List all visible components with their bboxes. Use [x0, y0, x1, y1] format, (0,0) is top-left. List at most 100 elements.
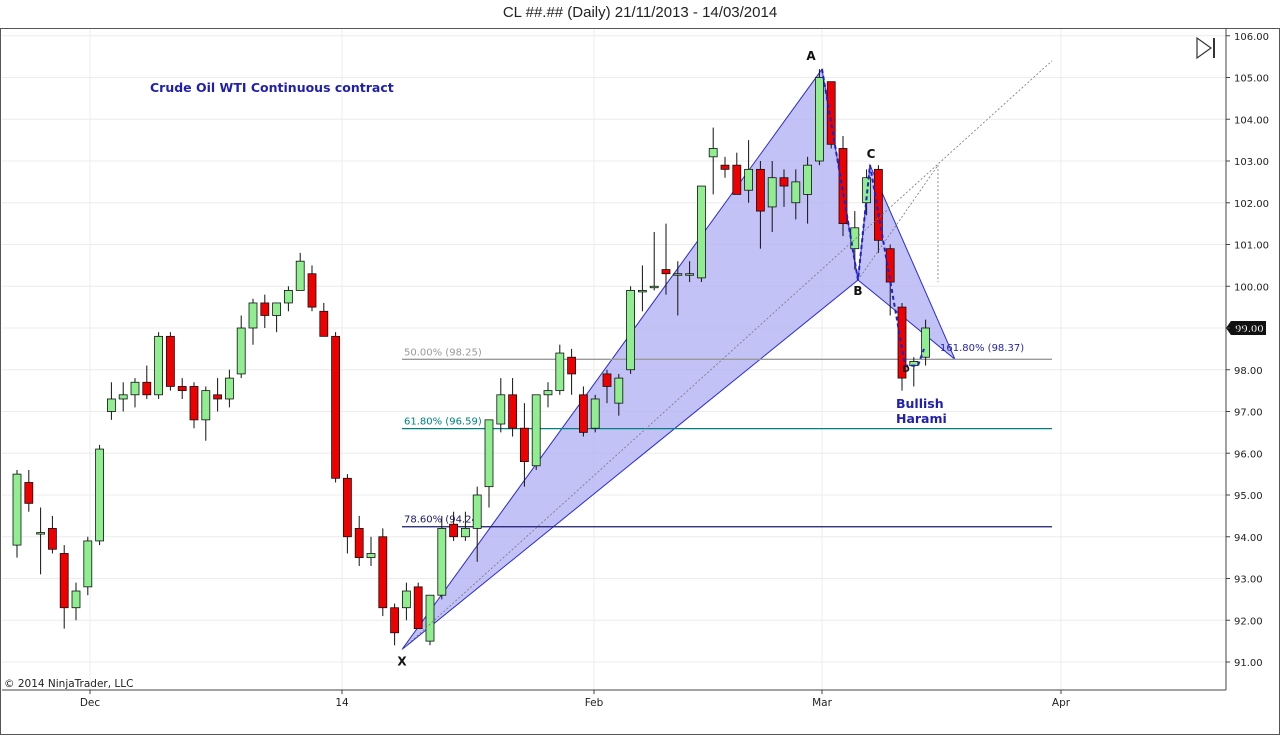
candle: [626, 286, 635, 374]
candle-body: [189, 386, 199, 421]
candle-body: [295, 260, 305, 291]
candle: [484, 419, 494, 508]
candle: [71, 582, 81, 621]
candle: [213, 378, 223, 412]
candle: [732, 152, 742, 195]
candle: [378, 528, 388, 617]
x-tick-label: Mar: [812, 697, 832, 709]
candle-body: [708, 148, 718, 158]
fib-label: 50.00% (98.25): [404, 347, 482, 358]
point-label-b: B: [853, 284, 862, 298]
candle-body: [649, 285, 659, 289]
candle: [531, 394, 541, 470]
candle-body: [83, 540, 93, 588]
candle-body: [107, 398, 116, 412]
candle-body: [71, 590, 81, 609]
candle: [720, 156, 730, 178]
chart-frame[interactable]: 50.00% (98.25) 61.80% (96.59) 78.60% (94.2…: [0, 27, 1280, 735]
play-icon[interactable]: [1196, 36, 1215, 60]
candle-body: [626, 290, 635, 371]
y-tick-label: 102.00: [1234, 199, 1269, 210]
point-label-a: A: [806, 49, 816, 63]
candle: [649, 231, 659, 291]
candle-body: [496, 394, 506, 425]
y-tick-label: 104.00: [1234, 115, 1269, 126]
point-label-c: C: [867, 147, 876, 161]
candle-body: [213, 394, 223, 400]
candle-body: [413, 586, 423, 629]
candle-body: [48, 528, 57, 550]
candle: [826, 81, 836, 149]
candle-body: [484, 419, 494, 488]
candle-body: [673, 273, 683, 276]
candle-body: [921, 327, 930, 358]
x-tick-label: Apr: [1052, 697, 1071, 709]
pattern-label-harami: Harami: [896, 411, 947, 426]
candle: [201, 386, 211, 441]
candle: [567, 348, 576, 395]
candle-body: [791, 181, 801, 204]
candle: [142, 365, 152, 399]
candle-body: [885, 248, 895, 283]
candle-body: [567, 356, 576, 375]
copyright-text: © 2014 NinjaTrader, LLC: [4, 678, 133, 690]
candle-body: [224, 377, 234, 400]
candle: [12, 469, 22, 558]
candle: [224, 369, 234, 408]
pattern-overlay: X A B C D 161.80% (98.37) 99.00: [397, 49, 1266, 668]
y-tick-label: 103.00: [1234, 157, 1269, 168]
candle: [413, 582, 423, 629]
candle-body: [401, 590, 411, 609]
candle: [401, 582, 411, 621]
candle-body: [602, 373, 612, 387]
candle-body: [555, 352, 565, 392]
candle-body: [154, 335, 164, 396]
candle-body: [425, 594, 435, 642]
y-tick-label: 94.00: [1234, 533, 1263, 544]
candle-body: [472, 494, 482, 529]
y-tick-label: 91.00: [1234, 658, 1263, 669]
candle: [260, 294, 270, 328]
candle: [319, 302, 329, 337]
y-tick-label: 100.00: [1234, 282, 1269, 293]
candle: [295, 252, 305, 291]
candle-body: [236, 327, 246, 375]
candles: [12, 69, 930, 646]
candle: [803, 156, 812, 224]
y-tick-label: 93.00: [1234, 575, 1263, 586]
candle: [579, 386, 588, 437]
axes: 91.00 92.00 93.00 94.00 95.00 96.00 97.00 98.00…: [2, 29, 1269, 709]
candle: [449, 511, 459, 541]
point-label-x: X: [397, 654, 407, 668]
y-tick-label: 97.00: [1234, 408, 1263, 419]
candle-body: [130, 381, 140, 396]
candle-body: [803, 164, 812, 195]
candle-body: [366, 553, 376, 559]
candle-body: [732, 164, 742, 195]
candle-body: [307, 273, 317, 308]
candle-body: [590, 398, 600, 429]
candle-body: [142, 381, 152, 396]
candle: [342, 474, 352, 554]
candle: [24, 469, 34, 512]
candle-body: [779, 177, 789, 187]
candle: [48, 515, 57, 554]
candle-body: [283, 290, 293, 304]
candle: [354, 515, 364, 566]
x-tick-label: Dec: [80, 697, 101, 709]
candle-body: [59, 553, 69, 609]
extension-label: 161.80% (98.37): [940, 343, 1024, 354]
candle-body: [378, 536, 388, 609]
candle-body: [449, 523, 459, 538]
candle-body: [685, 273, 694, 276]
candle-body: [897, 306, 907, 379]
y-tick-label: 101.00: [1234, 241, 1269, 252]
candle-body: [177, 386, 187, 392]
candle: [154, 332, 164, 399]
candle: [283, 286, 293, 312]
candle: [921, 319, 930, 366]
candle: [189, 382, 199, 429]
candle: [791, 169, 801, 220]
candlestick-chart[interactable]: 50.00% (98.25) 61.80% (96.59) 78.60% (94.2…: [0, 27, 1280, 735]
x-tick-label: 14: [335, 697, 349, 709]
